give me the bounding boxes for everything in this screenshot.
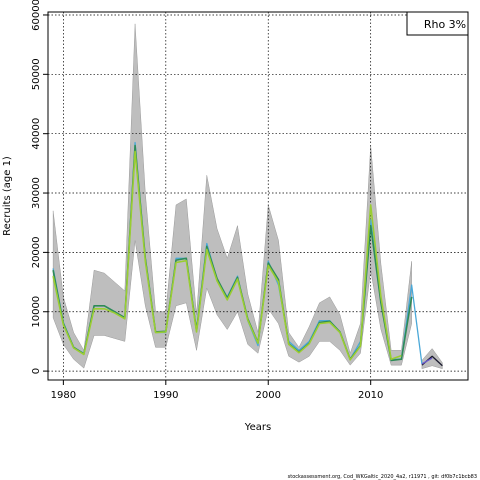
grid-layer — [48, 12, 468, 380]
y-tick-label: 10000 — [31, 296, 42, 328]
x-tick-label: 2000 — [256, 390, 281, 401]
x-tick-label: 1980 — [51, 390, 76, 401]
legend-text: Rho 3% — [424, 18, 466, 31]
series-line-3 — [52, 150, 402, 361]
y-tick-label: 50000 — [31, 58, 42, 90]
legend-box — [406, 11, 469, 36]
plot-frame — [47, 11, 469, 381]
x-axis-title: Years — [244, 422, 271, 433]
y-tick-label: 30000 — [31, 177, 42, 209]
legend: Rho 3% — [406, 11, 469, 36]
series-line-5 — [421, 357, 433, 365]
x-tick-label: 2010 — [358, 390, 383, 401]
y-axis-ticks: 0 10000 20000 30000 40000 50000 60000 — [31, 0, 48, 374]
footer-credit: stockassessment.org, Cod_WKGaltic_2020_4… — [288, 474, 477, 480]
confidence-band — [52, 23, 412, 369]
y-tick-label: 60000 — [31, 0, 42, 31]
x-tick-label: 1990 — [153, 390, 178, 401]
y-tick-label: 0 — [31, 368, 42, 374]
x-axis-ticks: 1980 1990 2000 2010 — [51, 380, 383, 401]
series-layer — [52, 141, 443, 367]
y-axis-title: Recruits (age 1) — [2, 156, 13, 236]
y-tick-label: 40000 — [31, 118, 42, 150]
y-tick-label: 20000 — [31, 236, 42, 268]
